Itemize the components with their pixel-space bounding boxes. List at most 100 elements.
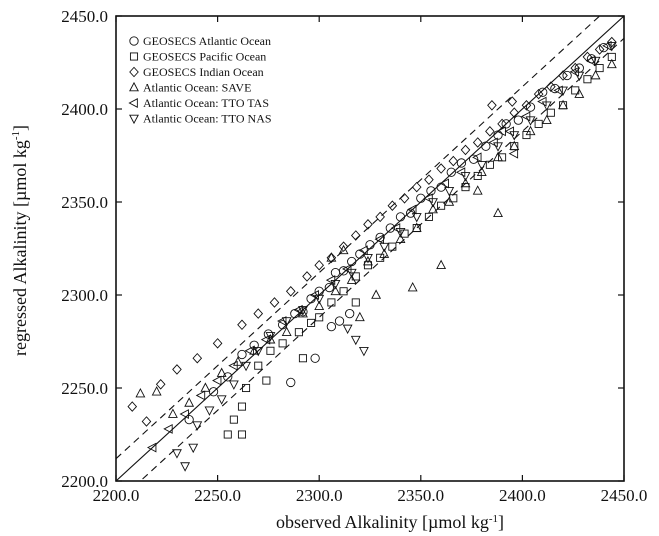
point-triangle-down bbox=[606, 41, 617, 52]
point-diamond bbox=[424, 174, 434, 185]
point-triangle-down bbox=[188, 443, 199, 454]
legend-label: Atlantic Ocean: SAVE bbox=[143, 81, 251, 95]
point-diamond bbox=[546, 81, 556, 92]
point-circle bbox=[249, 340, 259, 350]
x-tick-label: 2450.0 bbox=[601, 486, 648, 505]
point-circle bbox=[184, 414, 194, 425]
point-square bbox=[223, 430, 232, 439]
point-diamond bbox=[582, 51, 593, 63]
point-triangle-left bbox=[472, 152, 482, 163]
legend-label: GEOSECS Atlantic Ocean bbox=[143, 34, 271, 48]
point-triangle-down bbox=[541, 101, 552, 111]
y-tick-label: 2250.0 bbox=[61, 379, 108, 398]
point-triangle-up bbox=[314, 300, 325, 310]
point-diamond bbox=[172, 364, 182, 375]
point-triangle-up bbox=[200, 382, 211, 392]
point-triangle-down bbox=[314, 294, 325, 305]
series-4 bbox=[146, 40, 612, 453]
point-diamond bbox=[411, 181, 422, 193]
point-diamond bbox=[192, 352, 203, 364]
legend-item: GEOSECS Indian Ocean bbox=[129, 65, 264, 79]
legend-label: Atlantic Ocean: TTO NAS bbox=[143, 112, 272, 126]
point-triangle-up bbox=[216, 367, 227, 377]
x-tick-label: 2350.0 bbox=[397, 486, 444, 505]
point-square bbox=[388, 242, 397, 251]
point-triangle-left bbox=[439, 178, 449, 189]
point-diamond bbox=[448, 155, 459, 167]
point-circle bbox=[426, 186, 436, 196]
point-triangle-down bbox=[253, 346, 264, 357]
reference-lines bbox=[116, 16, 624, 481]
point-triangle-left bbox=[179, 409, 189, 419]
point-diamond bbox=[487, 99, 497, 111]
point-circle bbox=[365, 240, 375, 250]
point-triangle-left bbox=[293, 304, 303, 315]
point-diamond bbox=[127, 401, 138, 412]
x-axis-label: observed Alkalinity [µmol kg-1] bbox=[276, 512, 504, 532]
solid-line-0 bbox=[116, 16, 624, 481]
y-axis-label: regressed Alkalinity [µmol kg-1] bbox=[10, 125, 31, 356]
point-triangle-left bbox=[163, 423, 173, 434]
point-triangle-down bbox=[180, 462, 191, 472]
point-diamond bbox=[212, 338, 223, 349]
point-circle bbox=[513, 115, 523, 125]
point-triangle-up bbox=[509, 140, 520, 151]
legend-label: Atlantic Ocean: TTO TAS bbox=[143, 96, 269, 110]
point-circle bbox=[338, 266, 349, 276]
point-triangle-down bbox=[350, 335, 361, 346]
point-triangle-up bbox=[574, 88, 585, 98]
series-1 bbox=[223, 52, 616, 439]
point-triangle-down bbox=[395, 227, 406, 238]
plot-frame bbox=[115, 15, 625, 482]
point-triangle-left bbox=[277, 316, 287, 326]
legend-item: Atlantic Ocean: TTO NAS bbox=[129, 112, 272, 126]
point-square bbox=[237, 402, 247, 411]
point-triangle-left bbox=[228, 360, 238, 371]
point-triangle-down bbox=[172, 449, 182, 459]
point-diamond bbox=[521, 99, 532, 111]
point-triangle-up bbox=[428, 203, 438, 214]
series-5 bbox=[172, 41, 617, 472]
point-square bbox=[278, 339, 287, 348]
y-tick-label: 2300.0 bbox=[61, 286, 108, 305]
point-square bbox=[351, 298, 360, 307]
point-triangle-left bbox=[602, 40, 612, 51]
point-diamond bbox=[363, 219, 373, 230]
point-triangle-down bbox=[574, 71, 585, 82]
point-square bbox=[242, 383, 251, 393]
point-triangle-left bbox=[212, 375, 222, 386]
point-triangle-up bbox=[525, 125, 536, 136]
point-triangle-left bbox=[553, 85, 563, 96]
legend-marker-triangle-up bbox=[129, 81, 139, 92]
legend-item: Atlantic Ocean: TTO TAS bbox=[128, 96, 269, 110]
point-circle bbox=[314, 286, 324, 296]
data-points bbox=[127, 36, 617, 472]
point-triangle-up bbox=[558, 99, 568, 110]
point-circle bbox=[324, 282, 335, 293]
point-triangle-down bbox=[342, 324, 353, 335]
point-circle bbox=[385, 223, 395, 233]
axis-ticks: 2200.0 2250.0 2300.0 2350.0 2400.0 2450.0 2200… bbox=[61, 7, 647, 505]
point-triangle-up bbox=[249, 345, 260, 355]
point-triangle-up bbox=[606, 58, 617, 69]
legend-marker-circle bbox=[129, 36, 139, 46]
point-triangle-down bbox=[379, 242, 390, 253]
point-triangle-down bbox=[476, 160, 487, 171]
point-circle bbox=[525, 102, 536, 112]
point-square bbox=[254, 361, 263, 370]
point-square bbox=[424, 212, 433, 221]
point-circle bbox=[599, 42, 609, 53]
point-square bbox=[339, 287, 348, 296]
point-triangle-down bbox=[241, 361, 251, 372]
point-triangle-down bbox=[192, 421, 203, 431]
point-diamond bbox=[302, 271, 312, 282]
dashed-line-2 bbox=[139, 37, 624, 481]
point-triangle-left bbox=[244, 345, 254, 356]
point-square bbox=[298, 354, 307, 363]
legend-marker-triangle-down bbox=[129, 114, 139, 125]
point-diamond bbox=[326, 252, 337, 264]
point-triangle-up bbox=[411, 222, 422, 232]
point-circle bbox=[326, 321, 337, 332]
point-diamond bbox=[594, 44, 605, 55]
x-tick-label: 2400.0 bbox=[499, 486, 546, 505]
